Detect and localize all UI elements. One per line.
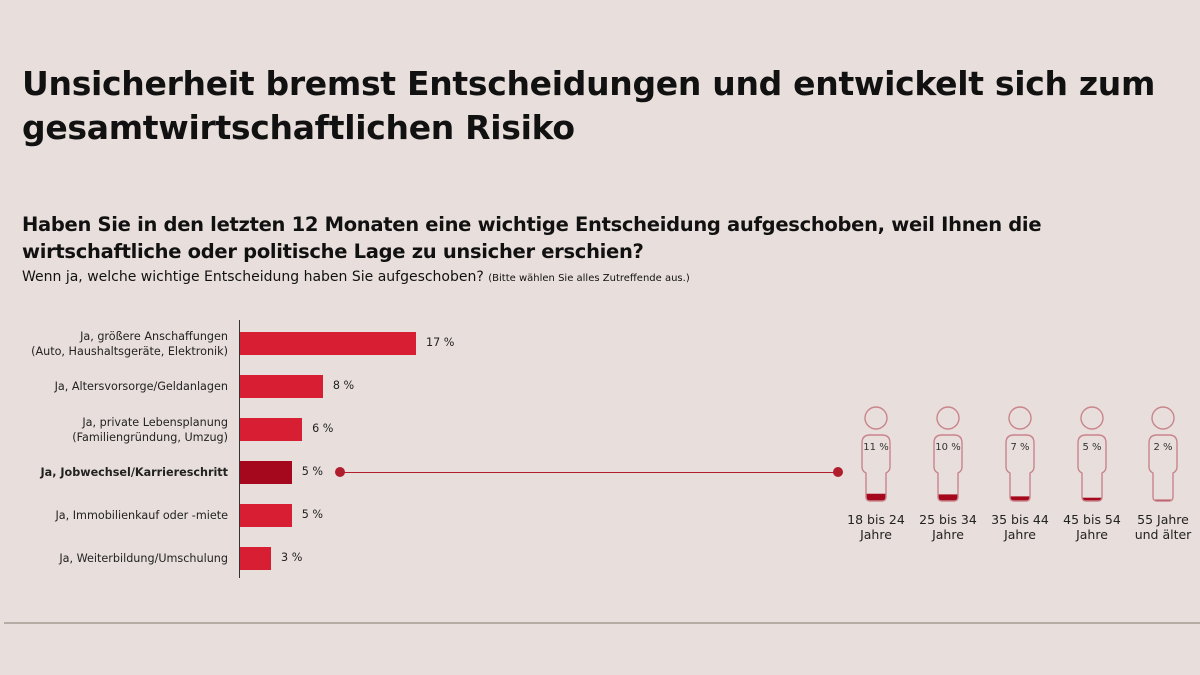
bar-value-label: 17 %	[426, 336, 455, 349]
survey-question: Haben Sie in den letzten 12 Monaten eine…	[22, 213, 1042, 263]
age-value-label: 11 %	[863, 442, 889, 453]
bar	[240, 418, 303, 441]
age-value-label: 10 %	[935, 442, 961, 453]
age-group-label-line: 25 bis 34	[919, 512, 977, 527]
person-fill-level	[934, 494, 962, 501]
bar-label: Ja, Jobwechsel/Karriereschritt	[41, 465, 228, 480]
bar-value-label: 6 %	[312, 422, 334, 435]
age-group-label-line: Jahre	[1004, 527, 1036, 542]
bar-label: Ja, private Lebensplanung (Familiengründu…	[72, 415, 228, 445]
person-fill-level	[862, 493, 890, 501]
bar-label-line: Ja, Immobilienkauf oder -miete	[55, 509, 228, 522]
connector-line	[340, 472, 838, 473]
person-icon	[1005, 406, 1035, 502]
page-title: Unsicherheit bremst Entscheidungen und e…	[22, 64, 1156, 147]
subquestion-text: Wenn ja, welche wichtige Entscheidung ha…	[22, 269, 484, 285]
person-head	[1008, 406, 1032, 430]
bar-label-line: Ja, größere Anschaffungen	[80, 329, 228, 343]
connector-dot-start	[335, 467, 345, 477]
bar-value-label: 5 %	[301, 508, 324, 521]
age-group-label: 55 Jahre und älter	[1123, 512, 1200, 542]
age-group-label: 18 bis 24 Jahre	[836, 512, 916, 542]
bar-label-line: Ja, Weiterbildung/Umschulung	[59, 552, 228, 565]
subquestion-note: (Bitte wählen Sie alles Zutreffende aus.…	[488, 273, 690, 284]
bar	[240, 375, 323, 398]
age-value-label: 2 %	[1153, 442, 1173, 453]
bar	[240, 504, 292, 527]
person-body	[1148, 434, 1178, 502]
age-group-label-line: Jahre	[1076, 527, 1108, 542]
person-fill-level	[1078, 497, 1106, 501]
bar-label-line: Ja, Altersvorsorge/Geldanlagen	[54, 380, 228, 393]
age-group-label-line: Jahre	[860, 527, 892, 542]
person-head	[864, 406, 888, 430]
bar-label-line: Ja, Jobwechsel/Karriereschritt	[40, 466, 228, 479]
bar-value-label: 5 %	[301, 465, 324, 478]
bar-label-line: (Familiengründung, Umzug)	[72, 430, 228, 444]
person-head	[936, 406, 960, 430]
age-value-label: 7 %	[1010, 442, 1030, 453]
person-body	[861, 434, 891, 502]
connector-dot-end	[833, 467, 843, 477]
age-group-label-line: 18 bis 24	[847, 512, 905, 527]
age-group-label-line: 55 Jahre	[1137, 512, 1189, 527]
person-icon	[1077, 406, 1107, 502]
age-group-label-line: Jahre	[932, 527, 964, 542]
person-icon	[861, 406, 891, 502]
age-value-label: 5 %	[1082, 442, 1102, 453]
bar	[240, 461, 292, 484]
bar-label-line: Ja, private Lebensplanung	[82, 415, 228, 429]
bar-label: Ja, Immobilienkauf oder -miete	[55, 508, 228, 523]
bar-label: Ja, größere Anschaffungen (Auto, Haushalt…	[31, 329, 228, 359]
person-body	[1005, 434, 1035, 502]
bar-label: Ja, Weiterbildung/Umschulung	[59, 551, 228, 566]
person-body	[933, 434, 963, 502]
age-group-label: 25 bis 34 Jahre	[908, 512, 988, 542]
bar-chart-axis	[239, 320, 240, 578]
age-group-label: 35 bis 44 Jahre	[980, 512, 1060, 542]
person-icon	[933, 406, 963, 502]
bar-value-label: 8 %	[332, 379, 355, 392]
person-head	[1151, 406, 1175, 430]
bar-value-label: 3 %	[281, 551, 303, 564]
person-head	[1080, 406, 1104, 430]
age-group-label-line: und älter	[1134, 527, 1192, 542]
bar-label-line: (Auto, Haushaltsgeräte, Elektronik)	[31, 344, 228, 358]
person-fill-level	[1006, 496, 1034, 501]
bar-label: Ja, Altersvorsorge/Geldanlagen	[55, 379, 228, 394]
person-body	[1077, 434, 1107, 502]
age-group-label-line: 35 bis 44	[991, 512, 1049, 527]
bottom-divider	[4, 622, 1200, 624]
bar	[240, 332, 416, 355]
survey-subquestion: Wenn ja, welche wichtige Entscheidung ha…	[22, 269, 690, 285]
bar	[240, 547, 272, 570]
age-group-label-line: 45 bis 54	[1063, 512, 1121, 527]
age-group-label: 45 bis 54 Jahre	[1052, 512, 1132, 542]
person-icon	[1148, 406, 1178, 502]
